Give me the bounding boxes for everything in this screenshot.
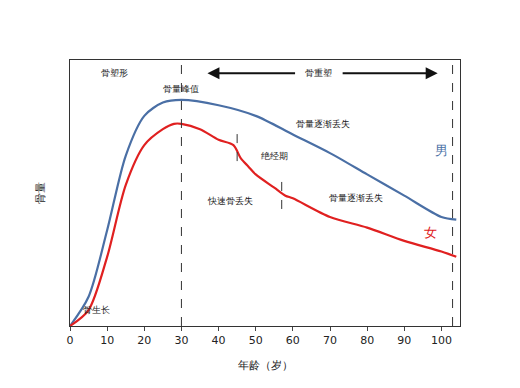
svg-text:100: 100 [431, 334, 452, 347]
svg-text:骨量: 骨量 [34, 182, 47, 204]
svg-text:男: 男 [435, 143, 448, 158]
svg-text:骨量峰值: 骨量峰值 [163, 84, 199, 94]
svg-text:40: 40 [212, 334, 226, 347]
svg-text:骨塑形: 骨塑形 [101, 68, 128, 78]
svg-text:0: 0 [67, 334, 74, 347]
svg-text:绝经期: 绝经期 [261, 151, 288, 161]
svg-text:50: 50 [249, 334, 263, 347]
svg-text:骨量逐渐丢失: 骨量逐渐丢失 [296, 119, 350, 129]
svg-text:女: 女 [424, 225, 437, 240]
svg-text:骨生长: 骨生长 [83, 305, 110, 315]
svg-text:20: 20 [137, 334, 151, 347]
svg-text:60: 60 [286, 334, 300, 347]
svg-text:80: 80 [360, 334, 374, 347]
svg-text:30: 30 [174, 334, 188, 347]
svg-text:骨量逐渐丢失: 骨量逐渐丢失 [329, 193, 383, 203]
svg-text:快速骨丢失: 快速骨丢失 [207, 196, 253, 206]
svg-text:10: 10 [100, 334, 114, 347]
svg-text:70: 70 [323, 334, 337, 347]
svg-text:骨重塑: 骨重塑 [305, 68, 332, 78]
svg-text:90: 90 [397, 334, 411, 347]
svg-text:年龄（岁）: 年龄（岁） [238, 359, 293, 372]
